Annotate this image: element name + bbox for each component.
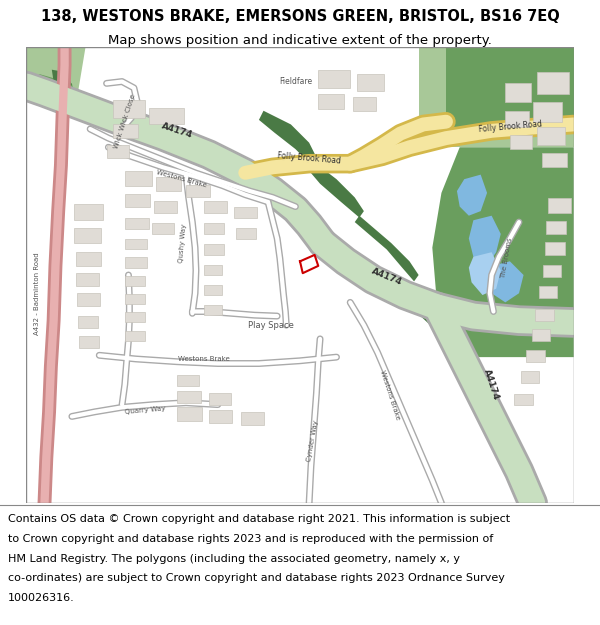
Text: Folly Brook Road: Folly Brook Road — [478, 120, 542, 134]
Polygon shape — [125, 257, 146, 268]
Polygon shape — [542, 152, 568, 168]
Text: co-ordinates) are subject to Crown copyright and database rights 2023 Ordnance S: co-ordinates) are subject to Crown copyr… — [8, 574, 505, 584]
Polygon shape — [532, 329, 550, 341]
Text: Cynder Way: Cynder Way — [306, 420, 319, 462]
Polygon shape — [125, 276, 145, 286]
Polygon shape — [125, 294, 145, 304]
Polygon shape — [209, 392, 230, 404]
Polygon shape — [125, 194, 151, 206]
Polygon shape — [388, 284, 437, 327]
Polygon shape — [318, 94, 344, 109]
Text: Folly Brook Road: Folly Brook Road — [277, 151, 341, 166]
Polygon shape — [305, 158, 364, 218]
Polygon shape — [204, 201, 227, 213]
Polygon shape — [545, 242, 565, 255]
Text: Westons Brake: Westons Brake — [379, 370, 400, 421]
Polygon shape — [113, 100, 145, 118]
Text: Westons Brake: Westons Brake — [155, 169, 207, 189]
Polygon shape — [505, 111, 529, 127]
Polygon shape — [487, 261, 524, 302]
Polygon shape — [125, 217, 149, 229]
Polygon shape — [236, 228, 256, 239]
Polygon shape — [113, 124, 139, 138]
Polygon shape — [76, 252, 101, 266]
Polygon shape — [204, 244, 224, 255]
Polygon shape — [419, 47, 574, 148]
Polygon shape — [419, 129, 574, 148]
Text: A432 - Badminton Road: A432 - Badminton Road — [34, 252, 40, 334]
Polygon shape — [353, 97, 376, 111]
Polygon shape — [204, 265, 223, 275]
Polygon shape — [156, 177, 181, 191]
Polygon shape — [204, 285, 223, 295]
Polygon shape — [107, 144, 130, 158]
Polygon shape — [79, 336, 99, 348]
Polygon shape — [510, 136, 532, 149]
Text: Quarry Way: Quarry Way — [124, 405, 166, 415]
Text: The Brooms: The Brooms — [500, 238, 513, 279]
Polygon shape — [149, 108, 184, 124]
Polygon shape — [355, 216, 419, 281]
Polygon shape — [26, 47, 86, 102]
Polygon shape — [433, 148, 574, 357]
Text: Map shows position and indicative extent of the property.: Map shows position and indicative extent… — [108, 34, 492, 47]
Polygon shape — [514, 394, 533, 404]
Polygon shape — [419, 47, 574, 148]
Text: A4174: A4174 — [370, 267, 403, 287]
Polygon shape — [125, 171, 152, 186]
Polygon shape — [548, 198, 571, 213]
Text: Qushy Way: Qushy Way — [179, 223, 188, 262]
Text: Westons Brake: Westons Brake — [178, 356, 230, 362]
Polygon shape — [76, 273, 99, 286]
Text: to Crown copyright and database rights 2023 and is reproduced with the permissio: to Crown copyright and database rights 2… — [8, 534, 493, 544]
Polygon shape — [152, 223, 174, 234]
Polygon shape — [469, 252, 501, 295]
Polygon shape — [539, 286, 557, 298]
Polygon shape — [154, 201, 177, 213]
Text: A4174: A4174 — [482, 368, 501, 401]
Polygon shape — [318, 69, 350, 88]
Polygon shape — [204, 223, 224, 234]
Text: HM Land Registry. The polygons (including the associated geometry, namely x, y: HM Land Registry. The polygons (includin… — [8, 554, 460, 564]
Polygon shape — [543, 265, 561, 277]
Polygon shape — [356, 74, 384, 91]
Polygon shape — [177, 408, 202, 421]
Polygon shape — [259, 111, 318, 168]
Polygon shape — [535, 309, 554, 321]
Text: Contains OS data © Crown copyright and database right 2021. This information is : Contains OS data © Crown copyright and d… — [8, 514, 510, 524]
Polygon shape — [241, 412, 265, 424]
Polygon shape — [26, 74, 76, 102]
Polygon shape — [457, 174, 487, 216]
Polygon shape — [52, 69, 72, 85]
Text: A4174: A4174 — [160, 121, 194, 140]
Polygon shape — [547, 221, 566, 234]
Polygon shape — [77, 293, 100, 306]
Polygon shape — [209, 410, 232, 423]
Text: Fieldfare: Fieldfare — [279, 77, 312, 86]
Polygon shape — [125, 331, 145, 341]
Polygon shape — [537, 71, 569, 94]
Text: 138, WESTONS BRAKE, EMERSONS GREEN, BRISTOL, BS16 7EQ: 138, WESTONS BRAKE, EMERSONS GREEN, BRIS… — [41, 9, 559, 24]
Polygon shape — [74, 229, 101, 243]
Polygon shape — [505, 83, 531, 102]
Polygon shape — [537, 127, 565, 146]
Text: 100026316.: 100026316. — [8, 593, 75, 603]
Polygon shape — [533, 102, 562, 122]
Polygon shape — [234, 206, 257, 218]
Polygon shape — [74, 204, 103, 220]
Polygon shape — [78, 316, 98, 328]
Polygon shape — [125, 312, 145, 322]
Polygon shape — [526, 350, 545, 362]
Polygon shape — [446, 47, 574, 129]
Polygon shape — [521, 371, 539, 382]
Polygon shape — [177, 391, 200, 402]
Polygon shape — [186, 184, 209, 198]
Text: Play Space: Play Space — [248, 321, 294, 330]
Polygon shape — [125, 239, 146, 249]
Text: Wick Wick Close: Wick Wick Close — [113, 94, 136, 149]
Polygon shape — [469, 216, 501, 266]
Polygon shape — [177, 376, 199, 386]
Polygon shape — [204, 305, 223, 315]
